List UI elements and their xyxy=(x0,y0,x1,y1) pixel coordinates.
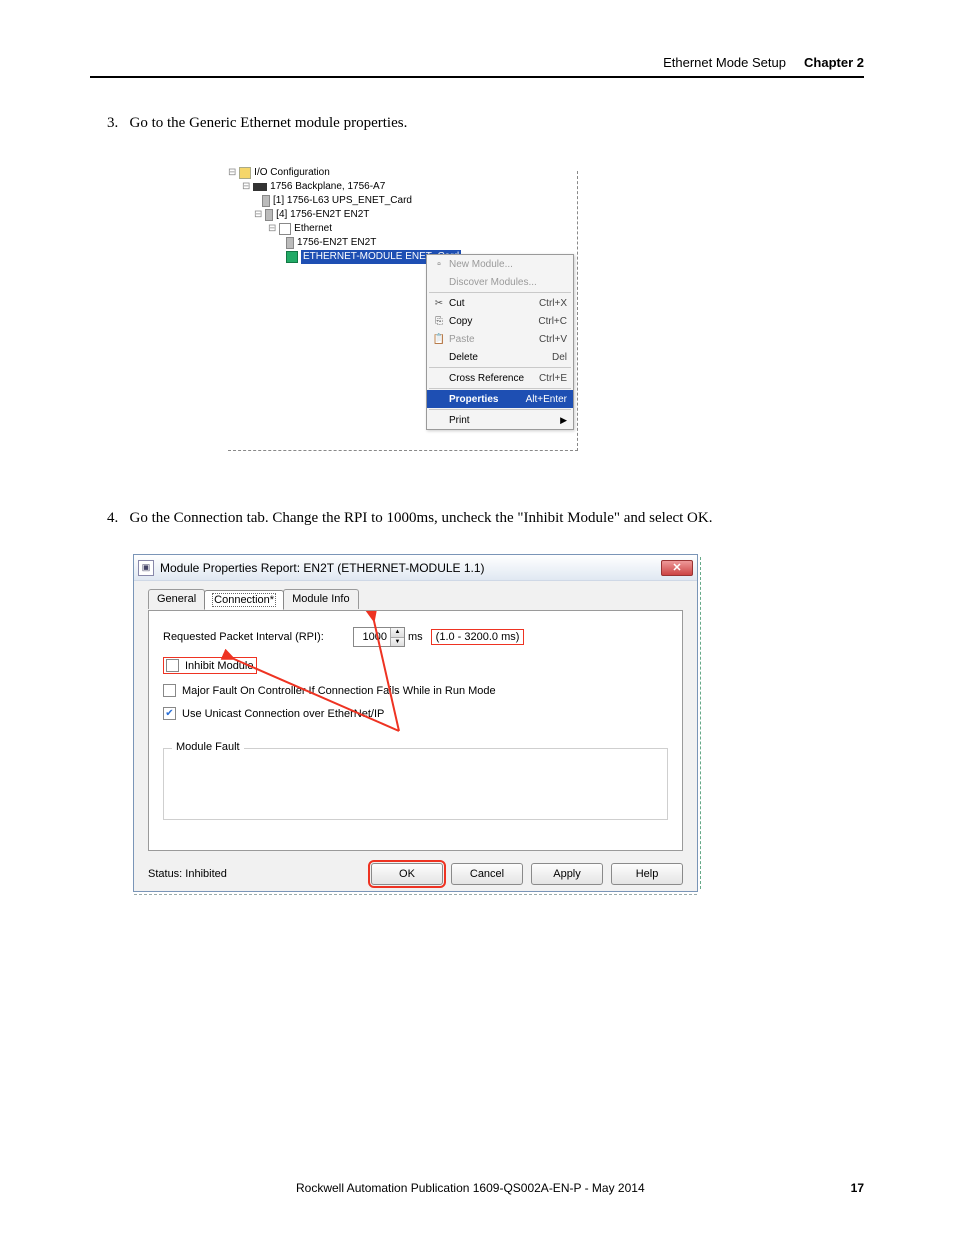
menu-separator xyxy=(429,388,571,389)
menu-print[interactable]: Print ▶ xyxy=(427,411,573,429)
major-fault-row: Major Fault On Controller If Connection … xyxy=(163,684,668,697)
dialog-status-bar: Status: Inhibited OK Cancel Apply Help xyxy=(148,863,683,885)
tree-label: I/O Configuration xyxy=(254,166,330,180)
page-header: Ethernet Mode Setup Chapter 2 xyxy=(90,55,864,78)
dialog-tabs: General Connection* Module Info xyxy=(148,589,358,609)
unicast-label: Use Unicast Connection over EtherNet/IP xyxy=(182,708,384,720)
figure-border xyxy=(134,894,697,895)
dialog-titlebar: ▣ Module Properties Report: EN2T (ETHERN… xyxy=(134,555,697,581)
menu-cut[interactable]: ✂ Cut Ctrl+X xyxy=(427,294,573,312)
io-tree: ⊟ I/O Configuration ⊟ 1756 Backplane, 17… xyxy=(228,166,578,264)
figure-border xyxy=(228,450,578,451)
tree-en2t[interactable]: 1756-EN2T EN2T xyxy=(228,236,578,250)
menu-paste[interactable]: 📋 Paste Ctrl+V xyxy=(427,330,573,348)
major-fault-label: Major Fault On Controller If Connection … xyxy=(182,685,496,697)
ok-button[interactable]: OK xyxy=(371,863,443,885)
menu-copy[interactable]: ⎘ Copy Ctrl+C xyxy=(427,312,573,330)
step-text: Go to the Generic Ethernet module proper… xyxy=(130,115,408,131)
tree-label: Ethernet xyxy=(294,222,332,236)
tab-connection[interactable]: Connection* xyxy=(204,590,284,610)
rpi-unit: ms xyxy=(408,631,423,643)
connection-panel: Requested Packet Interval (RPI): ▲▼ ms (… xyxy=(148,610,683,851)
rpi-input[interactable] xyxy=(354,628,390,646)
tree-root[interactable]: ⊟ I/O Configuration xyxy=(228,166,578,180)
close-button[interactable]: ✕ xyxy=(661,560,693,576)
ethernet-module-icon xyxy=(286,251,298,263)
help-button[interactable]: Help xyxy=(611,863,683,885)
major-fault-checkbox[interactable] xyxy=(163,684,176,697)
network-icon xyxy=(279,223,291,235)
module-icon xyxy=(265,209,273,221)
menu-new-module[interactable]: ▫ New Module... xyxy=(427,255,573,273)
step-4: 4. Go the Connection tab. Change the RPI… xyxy=(107,510,712,527)
tab-module-info[interactable]: Module Info xyxy=(283,589,358,609)
tree-backplane[interactable]: ⊟ 1756 Backplane, 1756-A7 xyxy=(228,180,578,194)
step-number: 4. xyxy=(107,510,118,526)
tree-label: 1756 Backplane, 1756-A7 xyxy=(270,180,385,194)
rpi-range: (1.0 - 3200.0 ms) xyxy=(431,629,525,645)
tree-label: [1] 1756-L63 UPS_ENET_Card xyxy=(273,194,412,208)
inhibit-row: Inhibit Module xyxy=(163,657,668,674)
backplane-icon xyxy=(253,183,267,191)
module-icon: ▫ xyxy=(429,259,449,270)
cut-icon: ✂ xyxy=(429,298,449,309)
submenu-arrow-icon: ▶ xyxy=(560,415,567,426)
unicast-row: ✔ Use Unicast Connection over EtherNet/I… xyxy=(163,707,668,720)
menu-separator xyxy=(429,292,571,293)
menu-discover[interactable]: Discover Modules... xyxy=(427,273,573,291)
tree-label: [4] 1756-EN2T EN2T xyxy=(276,208,369,222)
paste-icon: 📋 xyxy=(429,334,449,345)
step-number: 3. xyxy=(107,115,118,131)
unicast-checkbox[interactable]: ✔ xyxy=(163,707,176,720)
menu-separator xyxy=(429,409,571,410)
status-text: Status: Inhibited xyxy=(148,868,363,880)
step-text: Go the Connection tab. Change the RPI to… xyxy=(130,510,713,526)
figure-border xyxy=(700,557,701,889)
tree-module-1[interactable]: [1] 1756-L63 UPS_ENET_Card xyxy=(228,194,578,208)
section-title: Ethernet Mode Setup xyxy=(663,55,786,70)
figure-tree-contextmenu: ⊟ I/O Configuration ⊟ 1756 Backplane, 17… xyxy=(228,166,578,451)
apply-button[interactable]: Apply xyxy=(531,863,603,885)
page-footer: Rockwell Automation Publication 1609-QS0… xyxy=(90,1181,864,1195)
module-icon xyxy=(262,195,270,207)
step-3: 3. Go to the Generic Ethernet module pro… xyxy=(107,115,407,132)
figure-border xyxy=(577,171,578,451)
module-fault-label: Module Fault xyxy=(172,741,244,753)
module-fault-group: Module Fault xyxy=(163,748,668,820)
copy-icon: ⎘ xyxy=(429,316,449,327)
rpi-spinner[interactable]: ▲▼ xyxy=(353,627,405,647)
publication-id: Rockwell Automation Publication 1609-QS0… xyxy=(90,1181,851,1195)
inhibit-label: Inhibit Module xyxy=(185,660,254,672)
dialog-title: Module Properties Report: EN2T (ETHERNET… xyxy=(160,561,661,575)
spinner-buttons[interactable]: ▲▼ xyxy=(390,628,404,646)
cancel-button[interactable]: Cancel xyxy=(451,863,523,885)
inhibit-checkbox[interactable] xyxy=(166,659,179,672)
module-icon xyxy=(286,237,294,249)
context-menu: ▫ New Module... Discover Modules... ✂ Cu… xyxy=(426,254,574,430)
module-properties-dialog: ▣ Module Properties Report: EN2T (ETHERN… xyxy=(133,554,698,892)
rpi-label: Requested Packet Interval (RPI): xyxy=(163,631,353,643)
menu-properties[interactable]: Properties Alt+Enter xyxy=(427,390,573,408)
folder-icon xyxy=(239,167,251,179)
page-number: 17 xyxy=(851,1181,864,1195)
rpi-row: Requested Packet Interval (RPI): ▲▼ ms (… xyxy=(163,627,668,647)
menu-crossref[interactable]: Cross Reference Ctrl+E xyxy=(427,369,573,387)
menu-delete[interactable]: Delete Del xyxy=(427,348,573,366)
dialog-icon: ▣ xyxy=(138,560,154,576)
tree-module-4[interactable]: ⊟ [4] 1756-EN2T EN2T xyxy=(228,208,578,222)
menu-separator xyxy=(429,367,571,368)
tab-general[interactable]: General xyxy=(148,589,205,609)
tree-ethernet[interactable]: ⊟ Ethernet xyxy=(228,222,578,236)
chapter-label: Chapter 2 xyxy=(804,55,864,70)
tree-label: 1756-EN2T EN2T xyxy=(297,236,376,250)
